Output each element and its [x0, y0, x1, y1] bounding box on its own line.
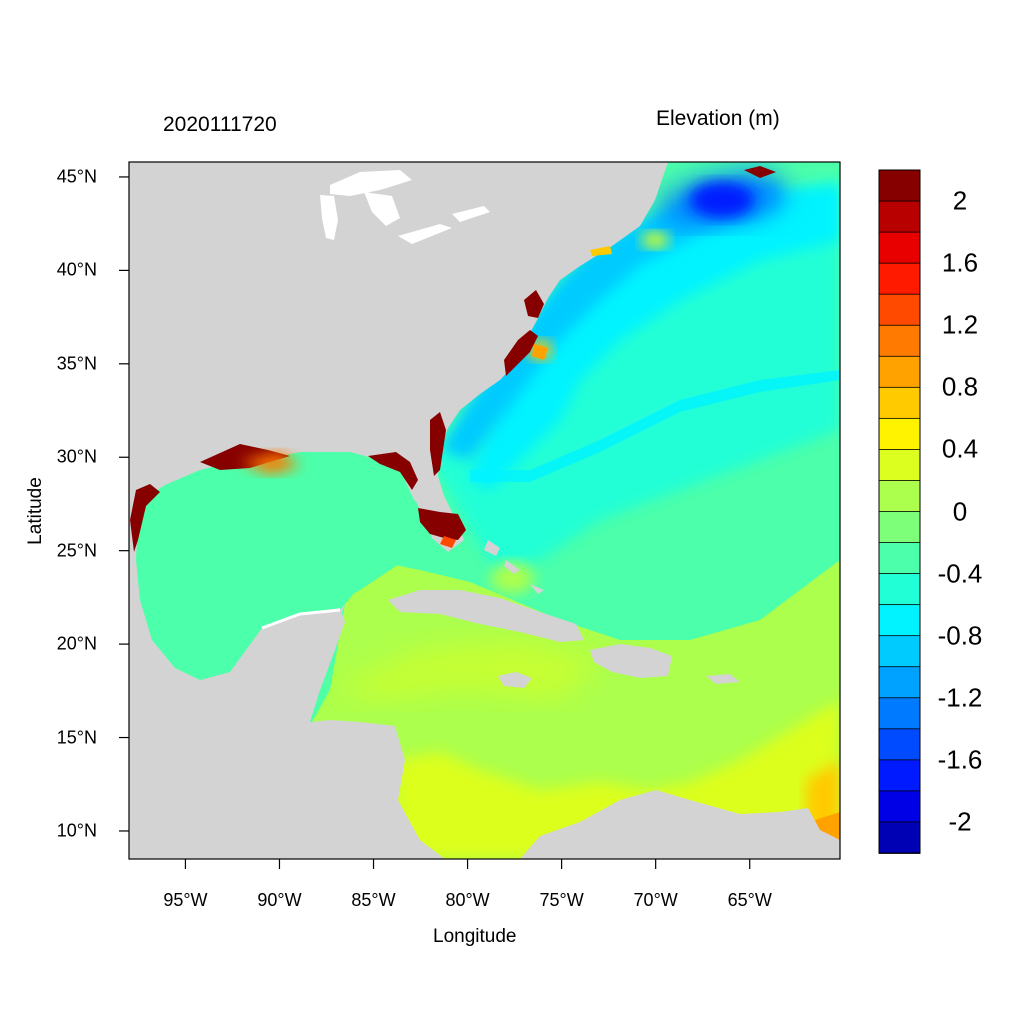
colorbar-tick-label: 2 [952, 185, 968, 216]
lat-tick-label: 30°N [56, 446, 97, 467]
colorbar-tick-label: 0 [952, 496, 968, 526]
colorbar-tick-label: 0.8 [941, 371, 979, 402]
lon-tick-label: 75°W [539, 890, 584, 910]
colorbar-tick-label: 1.2 [941, 309, 979, 340]
longitude-tick-marks [184, 859, 751, 869]
lake-ontario [452, 206, 490, 222]
bahamas-anomaly [490, 562, 534, 594]
colorbar-tick-label: -0.4 [937, 558, 983, 589]
lat-tick-label: 20°N [56, 633, 97, 654]
texas-coast-surge [130, 484, 160, 552]
colorbar-swatch [878, 324, 921, 358]
timestamp-label: 2020111720 [163, 113, 277, 136]
bay-of-fundy-low [690, 182, 754, 218]
colorbar-frame [878, 169, 921, 854]
colorbar-tick-label: -1.2 [937, 682, 983, 713]
gulf-of-mexico [140, 452, 420, 680]
y-axis-label: Latitude [25, 477, 46, 545]
colorbar-tick-label: 0.4 [941, 433, 979, 464]
colorbar-tick-label: -2 [948, 806, 972, 837]
lon-tick-label: 65°W [727, 890, 772, 910]
lon-tick-label: 85°W [351, 890, 396, 910]
gulf-stream-band [470, 370, 840, 482]
colorbar-swatch [878, 293, 921, 327]
carolina-coast-surge [504, 330, 538, 376]
lat-tick-label: 15°N [56, 727, 97, 748]
map-area [129, 162, 840, 859]
x-axis-label: Longitude [433, 926, 517, 947]
lake-erie [398, 224, 452, 244]
lat-tick-label: 10°N [56, 820, 97, 841]
colorbar-swatch [878, 790, 921, 823]
colorbar-swatch [878, 449, 921, 482]
colorbar-swatch [878, 386, 921, 420]
lake-superior [330, 170, 412, 196]
colorbar-swatch [878, 480, 921, 513]
lon-tick-label: 95°W [163, 890, 208, 910]
lake-huron [364, 192, 400, 226]
colorbar-swatch [878, 355, 921, 389]
cape-fear-warm [532, 344, 548, 360]
latitude-tick-marks [119, 176, 129, 832]
yucatan-peninsula [262, 608, 345, 690]
chesapeake-surge [524, 290, 544, 318]
north-america-land [129, 162, 668, 859]
colorbar-swatch [878, 417, 921, 451]
great-lakes [320, 170, 490, 244]
colorbar-swatch [878, 200, 921, 233]
nova-scotia-surge [744, 166, 776, 178]
colorbar-swatch [878, 697, 921, 730]
variable-label: Elevation (m) [656, 107, 780, 130]
gulf-coast-white-fringe [261, 608, 341, 630]
cuba [388, 590, 584, 642]
colorbar-swatch [878, 821, 921, 854]
colorbar-tick-label: -0.8 [937, 620, 983, 651]
new-york-bight-warm [590, 246, 612, 256]
long-island-anomaly [641, 232, 669, 248]
lon-tick-label: 90°W [257, 890, 302, 910]
jamaica [498, 672, 532, 688]
south-america-land [520, 790, 840, 859]
lon-tick-label: 70°W [633, 890, 678, 910]
colorbar-swatch [878, 759, 921, 792]
colorbar-swatch [878, 169, 921, 202]
colorbar-swatch [878, 542, 921, 575]
caribbean-green-zone [330, 640, 600, 700]
big-bend-surge [368, 452, 418, 490]
colorbar-swatch [878, 635, 921, 668]
georgia-coast-surge [430, 412, 446, 476]
south-florida-surge [418, 508, 466, 540]
colorbar-tick-label: -1.6 [937, 744, 983, 775]
colorbar-swatch [878, 604, 921, 637]
lat-tick-label: 45°N [56, 166, 97, 187]
bahamas-islands [484, 540, 544, 594]
colorbar-tick-label: 1.6 [941, 247, 979, 278]
hispaniola [590, 644, 672, 678]
colorbar-swatch [878, 666, 921, 699]
colorbar [878, 169, 921, 854]
louisiana-coast-surge [200, 444, 290, 470]
florida-keys-warm [440, 536, 456, 548]
land-masses [129, 162, 840, 859]
lat-tick-label: 25°N [56, 540, 97, 561]
lon-tick-label: 80°W [445, 890, 490, 910]
plot-frame [128, 161, 841, 860]
lat-tick-label: 35°N [56, 353, 97, 374]
colorbar-swatch [878, 262, 921, 296]
atlantic-light-blue [470, 185, 840, 490]
coastal-anomalies [130, 166, 776, 552]
louisiana-wetlands-warm [240, 452, 300, 474]
colorbar-swatch [878, 231, 921, 265]
colorbar-swatch [878, 511, 921, 544]
colorbar-swatch [878, 728, 921, 761]
colorbar-swatch [878, 573, 921, 606]
lake-michigan [320, 195, 338, 240]
lat-tick-label: 40°N [56, 259, 97, 280]
puerto-rico [706, 674, 740, 684]
